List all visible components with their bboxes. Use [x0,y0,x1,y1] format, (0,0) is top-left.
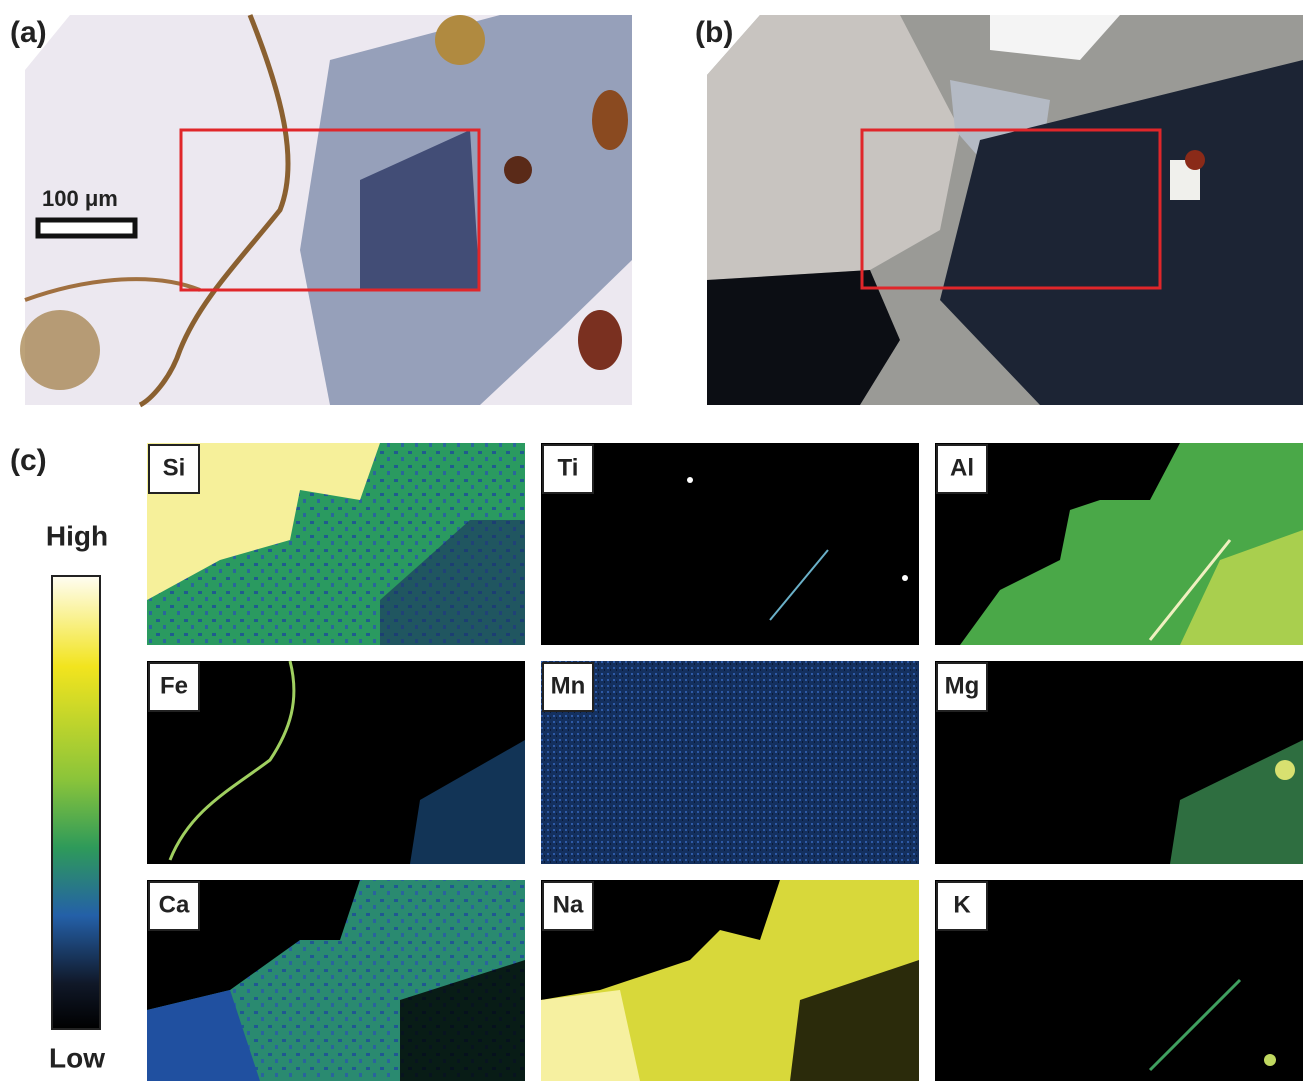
scale-bar-label: 100 μm [42,186,118,211]
map-labels: Si Ti Al Fe Mn Mg Ca Na K [148,444,988,931]
map-label: Si [163,454,186,481]
panel-b-image [707,15,1303,405]
map-al [935,443,1303,645]
map-ti [541,443,919,645]
panel-label: (b) [695,16,733,49]
map-fe [147,660,525,864]
map-mn [541,661,919,864]
map-label: Fe [160,672,188,699]
map-label: Al [950,454,974,481]
map-label: K [953,891,971,918]
map-ca [147,880,525,1081]
map-na [541,880,919,1081]
map-k [935,880,1303,1081]
map-label-box [542,662,594,712]
panel-label: (c) [10,444,47,477]
colorbar-high: High [46,520,108,551]
map-label-box [936,662,988,712]
map-label-box [148,662,200,712]
map-label-box [148,444,200,494]
map-label: Mn [551,672,586,699]
map-si [147,443,525,645]
panel-label: (a) [10,16,47,49]
map-label-box [936,444,988,494]
map-label: Na [553,891,584,918]
map-mg [935,661,1303,864]
map-label: Ti [558,454,579,481]
map-label-box [936,881,988,931]
map-label: Mg [945,672,980,699]
panel-a-image: 100 μm [20,14,632,408]
map-label-box [542,881,594,931]
map-label: Ca [159,891,190,918]
map-label-box [542,444,594,494]
colorbar [51,575,101,1030]
map-label-box [148,881,200,931]
colorbar-low: Low [49,1042,105,1073]
